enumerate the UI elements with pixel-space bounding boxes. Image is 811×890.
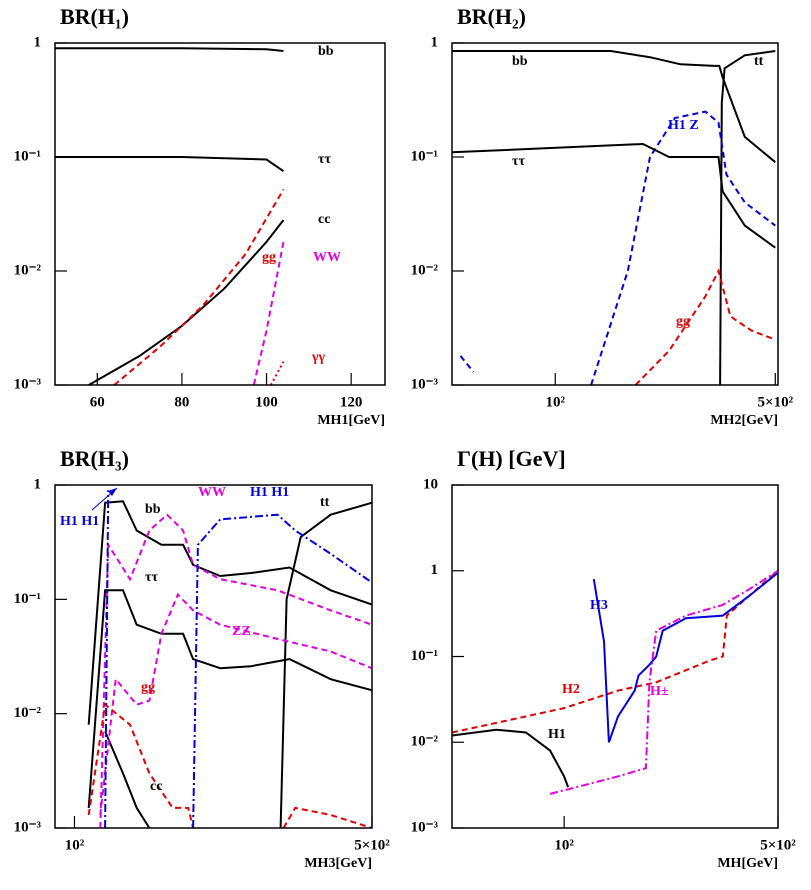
series-label: H1 <box>548 727 566 742</box>
series-line <box>55 156 285 173</box>
plot-frame <box>54 484 373 829</box>
panel-title: BR(H₃) <box>60 446 129 471</box>
series-label: H1 H1 <box>250 485 289 500</box>
series-line <box>252 241 285 385</box>
series-label: γγ <box>311 350 326 365</box>
x-axis-label: MH1[GeV] <box>317 413 385 428</box>
y-tick-label: 10⁻² <box>411 734 439 750</box>
y-tick-label: 1 <box>431 562 439 578</box>
series-line <box>269 361 285 385</box>
x-axis-label: MH2[GeV] <box>710 413 778 428</box>
panel: BR(H₁) MH1[GeV] 10⁻³ 10⁻² 10⁻¹ 1 60 80 100 120 bb τ… <box>14 4 386 428</box>
y-tick-label: 10⁻³ <box>14 376 42 392</box>
series-label: ττ <box>318 152 331 167</box>
x-tick-label: 100 <box>255 394 278 410</box>
y-tick-label: 1 <box>34 476 42 492</box>
series-line <box>279 501 372 828</box>
series-line <box>459 110 776 385</box>
series-label: tt <box>754 54 764 69</box>
series-line <box>104 731 151 828</box>
x-tick-label: 5×10² <box>760 837 796 853</box>
plot-frame <box>451 42 779 386</box>
panel: BR(H₂) MH2[GeV] 10⁻³ 10⁻² 10⁻¹ 1 10² 5×10² bb tt H… <box>411 4 794 428</box>
series-line <box>549 569 778 795</box>
x-tick-label: 10² <box>545 394 565 410</box>
series-label: bb <box>512 54 528 69</box>
series-label: gg <box>141 680 155 695</box>
series-line <box>592 571 778 743</box>
series-line <box>87 702 372 828</box>
series-label: H1 Z <box>668 118 699 133</box>
arrow-head <box>108 488 117 496</box>
y-tick-label: 10 <box>423 476 438 492</box>
x-tick-label: 120 <box>340 394 363 410</box>
series-line <box>88 219 285 385</box>
x-tick-label: 5×10² <box>758 394 794 410</box>
panel-title: BR(H₂) <box>457 4 526 29</box>
series-label: H2 <box>562 682 580 697</box>
series-line <box>99 513 372 828</box>
series-line <box>55 47 284 52</box>
x-tick-label: 60 <box>90 394 105 410</box>
y-tick-label: 10⁻³ <box>411 819 439 835</box>
series-label: ττ <box>512 154 525 169</box>
series-label: WW <box>313 250 341 265</box>
plot-area <box>87 490 372 828</box>
panel-title: BR(H₁) <box>60 4 129 29</box>
panel-title: Γ(H) [GeV] <box>457 446 566 471</box>
series-label: cc <box>318 212 330 227</box>
series-label: gg <box>262 250 276 265</box>
y-tick-label: 10⁻³ <box>411 376 439 392</box>
x-tick-label: 10² <box>554 837 574 853</box>
y-tick-label: 10⁻³ <box>14 819 42 835</box>
y-tick-label: 10⁻¹ <box>14 148 41 164</box>
y-tick-label: 10⁻² <box>14 262 42 278</box>
series-line <box>452 142 776 249</box>
series-label: bb <box>318 44 334 59</box>
panel: BR(H₃) MH3[GeV] 10⁻³ 10⁻² 10⁻¹ 1 10² 5×10² bb ττ c… <box>14 446 391 871</box>
y-tick-label: 10⁻¹ <box>14 591 41 607</box>
series-line <box>113 188 285 385</box>
x-axis-label: MH3[GeV] <box>304 856 372 871</box>
series-line <box>452 570 778 734</box>
series-label: H3 <box>590 598 608 613</box>
series-label: gg <box>676 314 690 329</box>
series-label: tt <box>320 495 330 510</box>
y-tick-label: 10⁻² <box>14 705 42 721</box>
panel: Γ(H) [GeV] MH[GeV] 10⁻³ 10⁻² 10⁻¹ 1 10 10² 5×10²… <box>411 446 797 871</box>
y-tick-label: 10⁻¹ <box>411 148 438 164</box>
series-label: ZZ <box>232 624 251 639</box>
series-line <box>452 728 570 788</box>
series-label: H± <box>650 684 669 699</box>
y-tick-label: 10⁻¹ <box>411 648 438 664</box>
x-tick-label: 5×10² <box>354 837 390 853</box>
series-line <box>87 589 372 808</box>
series-label: cc <box>150 779 162 794</box>
plot-frame <box>451 484 779 829</box>
series-label: WW <box>198 485 226 500</box>
series-line <box>104 490 372 828</box>
series-line <box>719 50 776 385</box>
plot-frame <box>54 42 386 386</box>
annotation: H1 H1 <box>60 514 99 529</box>
series-line <box>99 592 372 816</box>
plot-area <box>55 47 285 385</box>
plot-area <box>452 569 778 795</box>
x-tick-label: 10² <box>65 837 85 853</box>
plot-area <box>452 50 776 385</box>
y-tick-label: 1 <box>431 34 439 50</box>
series-line <box>452 50 776 163</box>
y-tick-label: 1 <box>34 34 42 50</box>
y-tick-label: 10⁻² <box>411 262 439 278</box>
series-label: bb <box>145 502 161 517</box>
x-tick-label: 80 <box>174 394 189 410</box>
series-line <box>634 268 776 385</box>
x-axis-label: MH[GeV] <box>717 856 778 871</box>
series-label: ττ <box>145 570 158 585</box>
series-line <box>87 500 372 725</box>
